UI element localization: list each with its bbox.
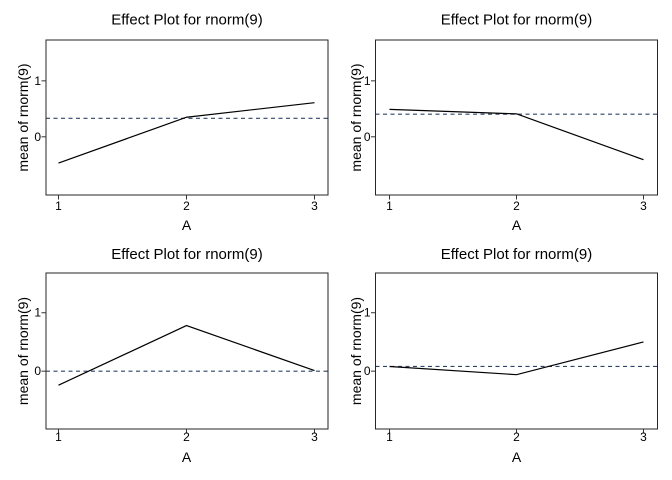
effect-plot-top-right: Effect Plot for rnorm(9) mean of rnorm(9…	[348, 12, 658, 233]
x-tick-label: 2	[513, 430, 520, 444]
x-axis-label: A	[182, 217, 192, 233]
chart-title: Effect Plot for rnorm(9)	[441, 12, 592, 29]
plot-area	[371, 272, 658, 434]
x-tick-label: 1	[55, 199, 62, 213]
y-axis-label: mean of rnorm(9)	[348, 297, 364, 405]
x-tick-label: 3	[311, 199, 318, 213]
effect-plot-bottom-left: Effect Plot for rnorm(9) mean of rnorm(9…	[15, 246, 329, 465]
effect-line	[389, 108, 644, 161]
y-tick-label: 0	[34, 130, 41, 144]
effect-plot-bottom-right: Effect Plot for rnorm(9) mean of rnorm(9…	[348, 246, 658, 465]
chart-title: Effect Plot for rnorm(9)	[111, 246, 262, 263]
y-axis-label: mean of rnorm(9)	[15, 297, 31, 405]
chart-title: Effect Plot for rnorm(9)	[111, 12, 262, 29]
effect-line	[58, 102, 315, 164]
x-tick-label: 1	[55, 430, 62, 444]
plot-area	[41, 39, 329, 200]
x-axis-label: A	[512, 449, 522, 465]
effect-plot-top-left: Effect Plot for rnorm(9) mean of rnorm(9…	[15, 12, 329, 233]
x-tick-label: 2	[183, 199, 190, 213]
x-tick-label: 3	[640, 430, 647, 444]
y-tick-label: 0	[34, 364, 41, 378]
x-tick-label: 2	[513, 199, 520, 213]
x-axis-label: A	[512, 217, 522, 233]
y-tick-label: 1	[34, 74, 41, 88]
x-axis-label: A	[182, 449, 192, 465]
y-tick-label: 0	[364, 364, 371, 378]
panel-border	[375, 272, 658, 430]
plot-area	[371, 39, 658, 200]
y-tick-label: 1	[34, 306, 41, 320]
x-tick-label: 2	[183, 430, 190, 444]
panel-top-right: Effect Plot for rnorm(9) mean of rnorm(9…	[336, 0, 672, 240]
effect-line	[58, 324, 315, 386]
chart-title: Effect Plot for rnorm(9)	[441, 246, 592, 263]
panel-border	[375, 39, 658, 196]
x-tick-label: 1	[386, 199, 393, 213]
x-tick-label: 3	[640, 199, 647, 213]
panel-border	[45, 272, 329, 430]
y-tick-label: 1	[364, 306, 371, 320]
panel-top-left: Effect Plot for rnorm(9) mean of rnorm(9…	[0, 0, 336, 240]
plot-area	[41, 272, 329, 434]
y-axis-label: mean of rnorm(9)	[15, 63, 31, 171]
y-tick-label: 0	[364, 130, 371, 144]
y-axis-label: mean of rnorm(9)	[348, 63, 364, 171]
x-tick-label: 3	[311, 430, 318, 444]
effect-line	[389, 341, 644, 376]
y-tick-label: 1	[364, 74, 371, 88]
panel-bottom-right: Effect Plot for rnorm(9) mean of rnorm(9…	[336, 240, 672, 480]
panel-bottom-left: Effect Plot for rnorm(9) mean of rnorm(9…	[0, 240, 336, 480]
x-tick-label: 1	[386, 430, 393, 444]
